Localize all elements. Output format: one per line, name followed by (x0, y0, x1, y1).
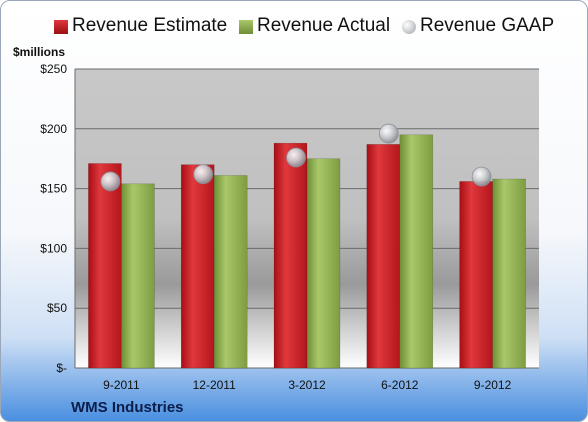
revenue-estimate-bar (180, 164, 215, 369)
revenue-estimate-bar (366, 144, 401, 369)
legend-label-gaap: Revenue GAAP (420, 15, 555, 36)
y-tick-label: $250 (40, 62, 67, 76)
revenue-actual-bar (492, 178, 526, 369)
x-tick-label: 3-2012 (288, 378, 326, 392)
x-tick-label: 9-2011 (103, 378, 140, 392)
legend-label-estimate: Revenue Estimate (72, 15, 228, 36)
y-tick-label: $200 (40, 122, 67, 136)
revenue-gaap-marker (193, 164, 214, 185)
revenue-estimate-bar (273, 142, 308, 369)
y-tick-label: $150 (40, 182, 67, 196)
y-tick-label: $50 (47, 301, 67, 315)
revenue-estimate-bar (88, 163, 122, 369)
revenue-gaap-marker (471, 166, 492, 187)
revenue-actual-bar (399, 134, 434, 369)
x-tick-label: 12-2011 (193, 378, 236, 392)
revenue-gaap-marker (286, 147, 306, 168)
revenue-actual-bar (306, 158, 341, 369)
x-tick-label: 6-2012 (381, 378, 419, 392)
company-name: WMS Industries (71, 399, 184, 416)
y-tick-label: $100 (40, 241, 67, 255)
y-tick-label: $- (56, 361, 67, 375)
revenue-actual-bar (121, 183, 155, 369)
revenue-gaap-marker (100, 171, 121, 192)
revenue-gaap-marker (378, 123, 399, 144)
legend-label-actual: Revenue Actual (257, 15, 391, 36)
x-tick-label: 9-2012 (474, 378, 512, 392)
revenue-actual-bar (213, 175, 248, 369)
y-axis-units-label: $millions (13, 45, 66, 59)
legend-swatch-gaap (402, 20, 416, 34)
revenue-estimate-bar (459, 181, 493, 369)
legend-swatch-actual (239, 20, 253, 34)
legend-swatch-estimate (54, 20, 68, 34)
